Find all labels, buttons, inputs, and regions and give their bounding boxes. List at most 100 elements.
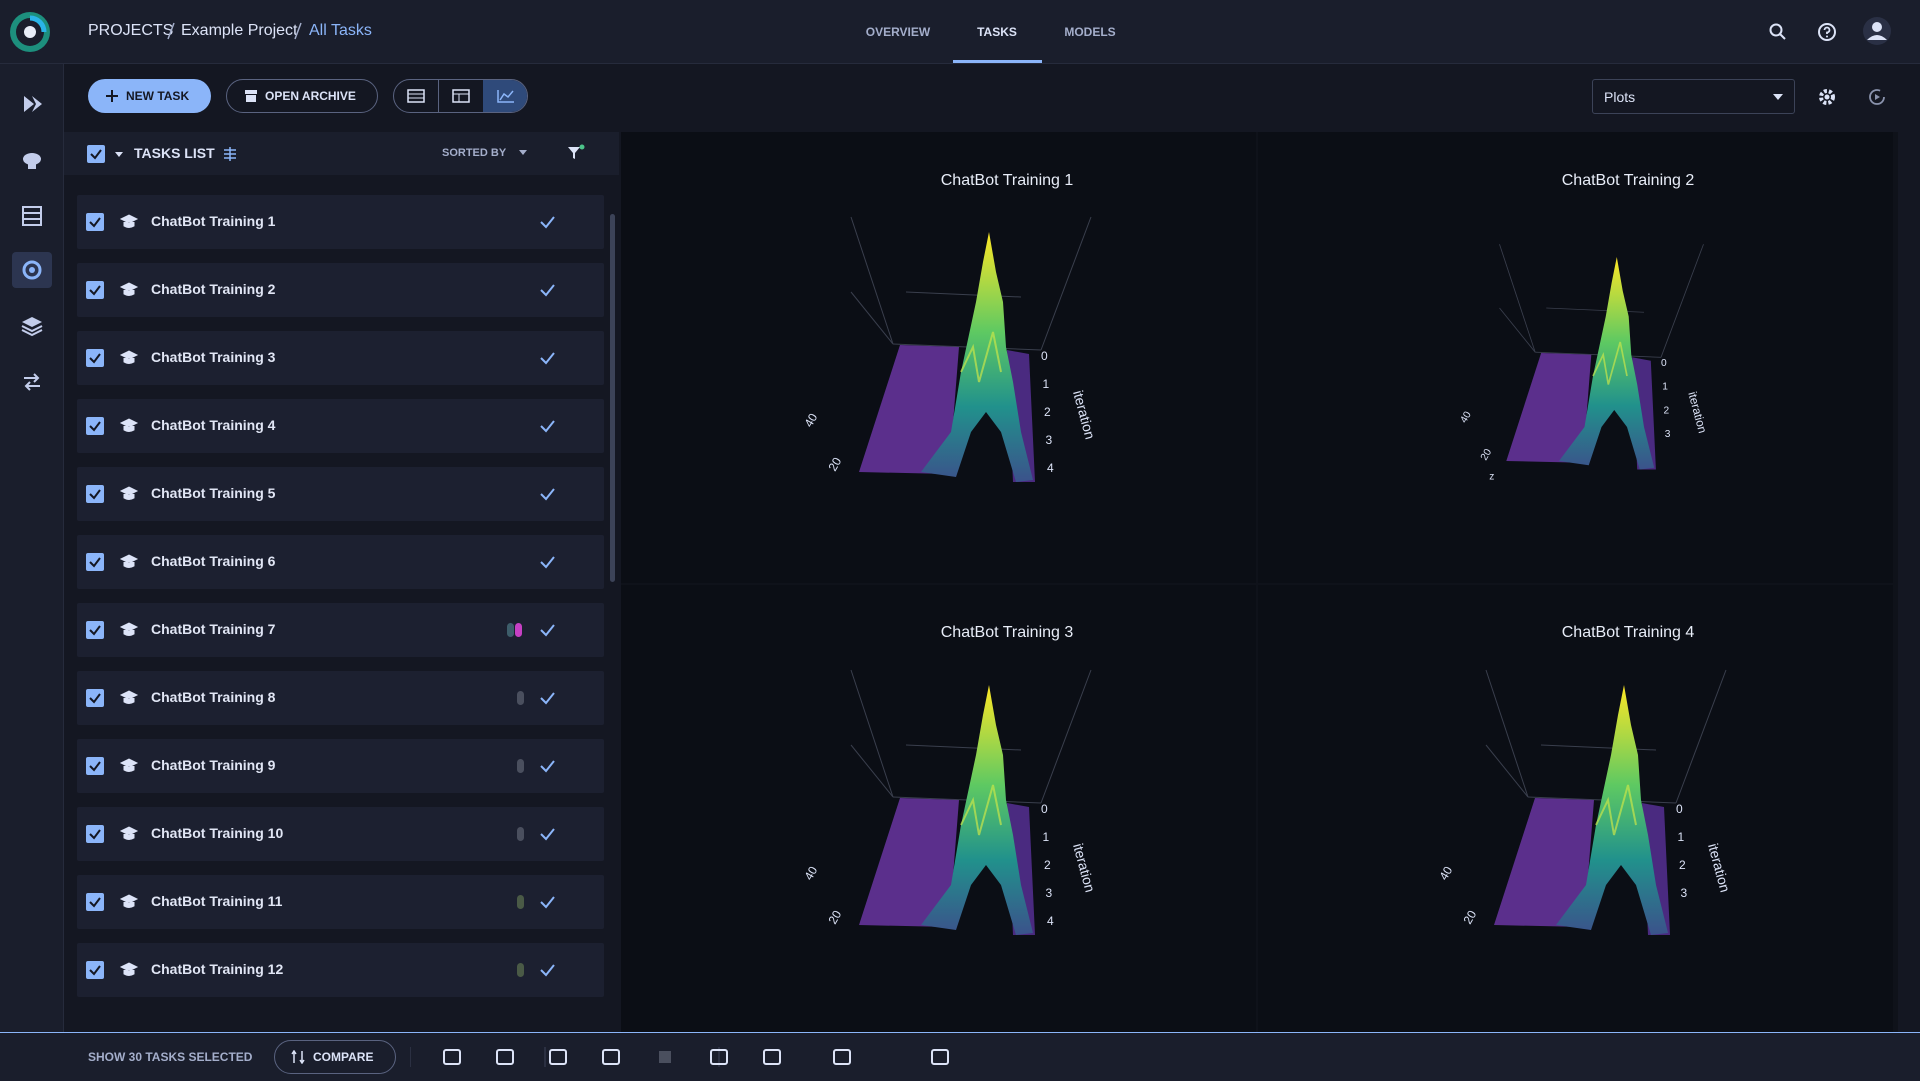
task-row[interactable]: ChatBot Training 2	[77, 263, 604, 317]
footer-action[interactable]	[931, 1049, 949, 1065]
task-row[interactable]: ChatBot Training 3	[77, 331, 604, 385]
task-row[interactable]: ChatBot Training 4	[77, 399, 604, 453]
task-name[interactable]: ChatBot Training 5	[151, 485, 276, 501]
dropdown-arrow	[1773, 94, 1783, 100]
columns-icon[interactable]	[222, 146, 238, 162]
row-checkbox[interactable]	[86, 281, 104, 299]
tab-tasks[interactable]: TASKS	[977, 25, 1017, 39]
details-view-icon[interactable]	[452, 89, 470, 103]
task-name[interactable]: ChatBot Training 10	[151, 825, 284, 841]
task-row[interactable]: ChatBot Training 10	[77, 807, 604, 861]
footer-action[interactable]	[443, 1049, 461, 1065]
task-row[interactable]: ChatBot Training 8	[77, 671, 604, 725]
task-name[interactable]: ChatBot Training 8	[151, 689, 276, 705]
surface-plot[interactable]: 0 1 2 3 4 iteration 40 20 ChatBot Training 3	[621, 585, 1256, 1032]
table-view-icon[interactable]	[407, 89, 425, 103]
surface-peak	[921, 685, 1033, 935]
help-icon[interactable]	[1817, 22, 1837, 42]
compare-view-active[interactable]	[483, 80, 527, 112]
task-row[interactable]: ChatBot Training 12	[77, 943, 604, 997]
search-icon[interactable]	[1768, 22, 1788, 42]
nav-datasets[interactable]	[20, 148, 44, 172]
iteration-tick: 2	[1044, 405, 1051, 419]
checkbox-check	[89, 353, 101, 364]
task-row[interactable]: ChatBot Training 1	[77, 195, 604, 249]
side-axis-tick: 20	[825, 908, 844, 927]
iteration-tick: 0	[1661, 358, 1667, 369]
row-checkbox[interactable]	[86, 553, 104, 571]
checkbox-check	[89, 285, 101, 296]
plot-title: ChatBot Training 3	[941, 624, 1074, 641]
footer-action[interactable]	[659, 1051, 671, 1063]
sorted-by[interactable]: SORTED BY	[442, 147, 507, 159]
task-row[interactable]: ChatBot Training 9	[77, 739, 604, 793]
footer-action[interactable]	[833, 1049, 851, 1065]
surface-plot[interactable]: 0 1 2 3 iteration 40 20 z ChatBot Training 2	[1258, 132, 1893, 583]
breadcrumb-projects[interactable]: PROJECTS	[88, 22, 174, 39]
nav-models[interactable]	[20, 314, 44, 338]
axis-box-line	[1040, 216, 1092, 351]
surface-plot[interactable]: 0 1 2 3 4 iteration 40 20 ChatBot Training 1	[621, 132, 1256, 583]
row-checkbox[interactable]	[86, 893, 104, 911]
row-checkbox[interactable]	[86, 825, 104, 843]
selection-count[interactable]: SHOW 30 TASKS SELECTED	[88, 1050, 253, 1064]
breadcrumb-current[interactable]: All Tasks	[309, 22, 372, 39]
avatar[interactable]	[1862, 16, 1892, 46]
row-checkbox[interactable]	[86, 417, 104, 435]
nav-reports[interactable]	[20, 204, 44, 228]
row-checkbox[interactable]	[86, 689, 104, 707]
checkbox-check	[89, 217, 101, 228]
surface-plot[interactable]: 0 1 2 3 iteration 40 20 ChatBot Training 4	[1258, 585, 1893, 1032]
task-name[interactable]: ChatBot Training 9	[151, 757, 276, 773]
surface-peak	[1559, 257, 1655, 470]
task-name[interactable]: ChatBot Training 7	[151, 621, 276, 637]
tasks-list-title: TASKS LIST	[134, 145, 215, 161]
row-checkbox[interactable]	[86, 621, 104, 639]
footer-action[interactable]	[602, 1049, 620, 1065]
new-task-button[interactable]: NEW TASK	[88, 79, 211, 113]
tag-indicator	[517, 963, 524, 977]
footer-action[interactable]	[496, 1049, 514, 1065]
nav-pipelines[interactable]	[20, 92, 44, 116]
row-checkbox[interactable]	[86, 961, 104, 979]
task-name[interactable]: ChatBot Training 2	[151, 281, 276, 297]
task-row[interactable]: ChatBot Training 6	[77, 535, 604, 589]
task-row[interactable]: ChatBot Training 7	[77, 603, 604, 657]
task-name[interactable]: ChatBot Training 4	[151, 417, 276, 433]
settings-icon[interactable]	[1817, 87, 1837, 107]
footer-action[interactable]	[710, 1049, 728, 1065]
row-checkbox[interactable]	[86, 757, 104, 775]
side-axis-tick: 20	[1460, 908, 1479, 927]
task-name[interactable]: ChatBot Training 1	[151, 213, 276, 229]
task-type-icon	[119, 418, 139, 432]
row-checkbox[interactable]	[86, 213, 104, 231]
nav-orchestration[interactable]	[20, 370, 44, 394]
row-checkbox[interactable]	[86, 485, 104, 503]
compare-button[interactable]: COMPARE	[274, 1040, 396, 1074]
row-checkbox[interactable]	[86, 349, 104, 367]
filter-icon[interactable]	[567, 144, 585, 162]
breadcrumb-project[interactable]: Example Project	[181, 22, 298, 39]
task-name[interactable]: ChatBot Training 3	[151, 349, 276, 365]
nav-experiments[interactable]	[20, 258, 44, 282]
logo[interactable]	[8, 8, 56, 56]
task-type-icon	[119, 282, 139, 296]
select-all-checkbox[interactable]	[87, 144, 125, 164]
task-name[interactable]: ChatBot Training 11	[151, 893, 283, 909]
surface-left-slab	[859, 798, 959, 927]
footer-action[interactable]	[763, 1049, 781, 1065]
task-name[interactable]: ChatBot Training 12	[151, 961, 284, 977]
status-completed	[540, 284, 555, 297]
task-row[interactable]: ChatBot Training 11	[77, 875, 604, 929]
tab-models[interactable]: MODELS	[1064, 25, 1116, 39]
tab-overview[interactable]: OVERVIEW	[865, 25, 931, 39]
action-icon	[710, 1049, 728, 1065]
task-row[interactable]: ChatBot Training 5	[77, 467, 604, 521]
side-axis-tick: 40	[1459, 409, 1474, 425]
auto-refresh-icon[interactable]	[1867, 87, 1887, 107]
plots-select[interactable]: Plots	[1592, 79, 1795, 114]
footer-action[interactable]	[549, 1049, 567, 1065]
open-archive-button[interactable]: OPEN ARCHIVE	[226, 79, 378, 113]
task-name[interactable]: ChatBot Training 6	[151, 553, 276, 569]
